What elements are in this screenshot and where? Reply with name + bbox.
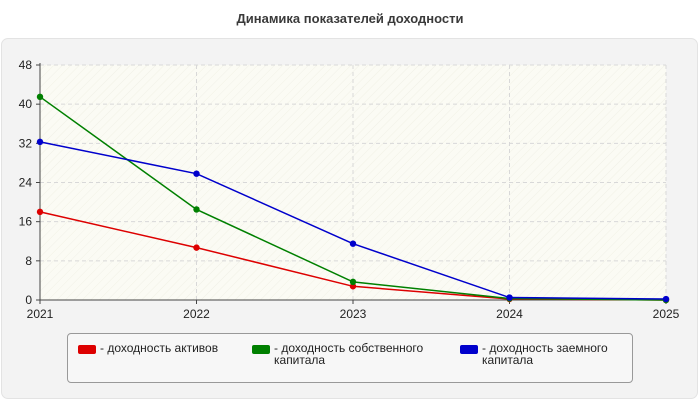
tick-labels: 0 8 16 24 32 40 48 2021 2022 2023 2024 2025 xyxy=(19,58,680,321)
series-lines xyxy=(36,93,670,304)
legend-swatch-debt xyxy=(460,345,478,354)
x-tick-label: 2023 xyxy=(340,307,367,321)
legend-item-debt: - доходность заемного капитала xyxy=(460,342,625,366)
x-tick-label: 2021 xyxy=(27,307,54,321)
x-tick-label: 2022 xyxy=(183,307,210,321)
y-tick-label: 16 xyxy=(19,215,33,229)
data-point-2-3 xyxy=(506,294,513,301)
data-point-0-2 xyxy=(349,283,357,290)
y-tick-label: 40 xyxy=(19,97,33,111)
legend: - доходность активов - доходность собств… xyxy=(67,333,633,383)
data-point-0-1 xyxy=(193,244,200,251)
data-point-2-0 xyxy=(36,138,44,146)
legend-label-assets: - доходность активов xyxy=(100,341,219,355)
data-point-2-4 xyxy=(662,295,670,303)
legend-label-debt: - доходность заемного капитала xyxy=(482,341,608,367)
data-point-1-2 xyxy=(349,278,357,286)
legend-item-assets: - доходность активов xyxy=(78,342,218,354)
legend-item-equity: - доходность собственного капитала xyxy=(252,342,452,366)
data-point-1-1 xyxy=(193,206,200,213)
x-tick-label: 2024 xyxy=(496,307,523,321)
y-tick-label: 8 xyxy=(25,254,32,268)
data-point-2-1 xyxy=(193,170,200,177)
y-tick-label: 0 xyxy=(25,293,32,307)
data-point-2-2 xyxy=(349,240,357,247)
x-tick-label: 2025 xyxy=(653,307,680,321)
y-tick-label: 48 xyxy=(19,58,33,72)
grid-lines xyxy=(40,64,667,300)
legend-swatch-assets xyxy=(78,345,96,354)
y-tick-label: 32 xyxy=(19,136,33,150)
data-point-0-0 xyxy=(36,208,44,216)
chart-title: Динамика показателей доходности xyxy=(236,11,464,26)
legend-swatch-equity xyxy=(252,345,270,354)
y-tick-label: 24 xyxy=(19,176,33,190)
data-point-1-0 xyxy=(36,93,44,101)
legend-label-equity: - доходность собственного капитала xyxy=(274,341,424,367)
